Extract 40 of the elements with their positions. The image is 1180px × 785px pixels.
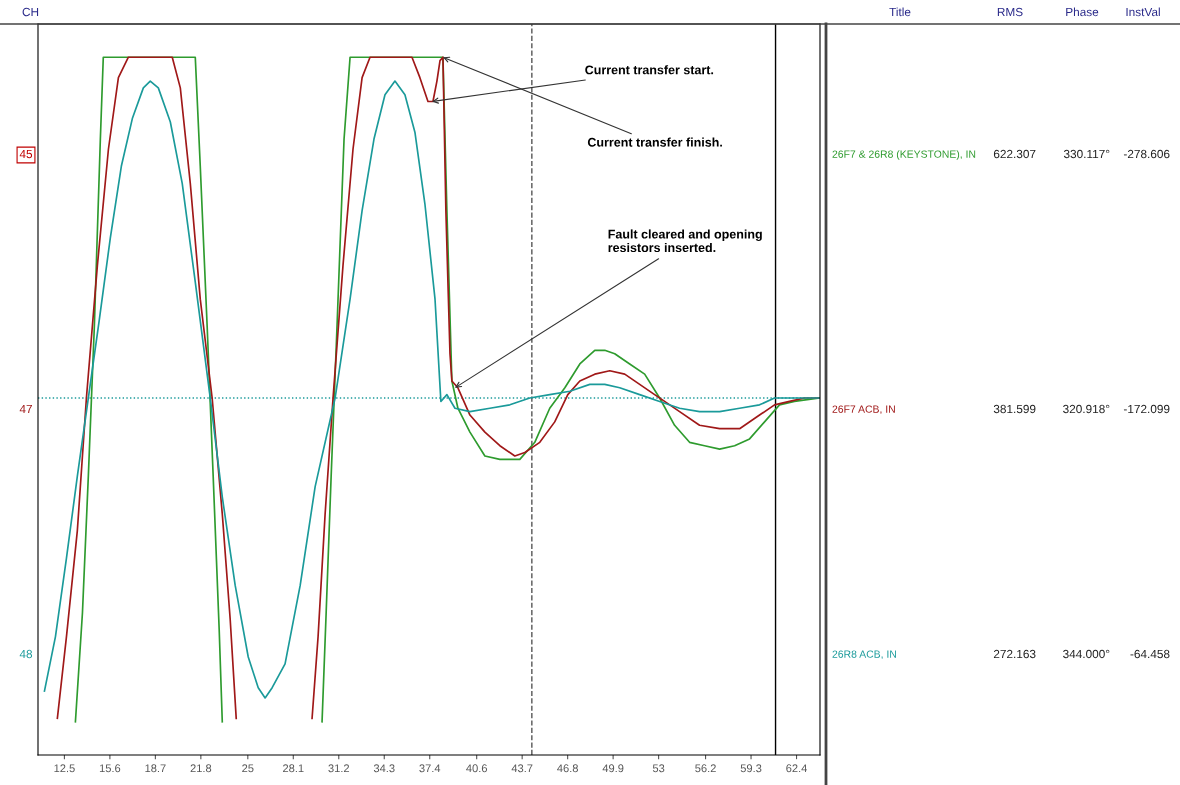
text: 47 xyxy=(19,404,32,414)
annotation: Fault cleared and opening resistors inserted. xyxy=(608,229,762,253)
text: Phase xyxy=(1066,7,1099,17)
text: 26F7 & 26R8 (KEYSTONE), IN xyxy=(832,150,976,160)
series-label: 26F7 ACB, IN xyxy=(832,405,895,415)
x-tick-label: 21.8 xyxy=(190,764,212,773)
x-tick-label: 18.7 xyxy=(145,764,166,773)
text: InstVal xyxy=(1126,7,1160,17)
x-tick-label: 56.2 xyxy=(695,764,716,773)
x-tick-label: 25 xyxy=(242,764,254,773)
x-tick-label: 49.9 xyxy=(602,764,624,773)
text: 381.599 xyxy=(993,404,1036,414)
text: 330.117° xyxy=(1063,149,1110,159)
x-tick-label: 31.2 xyxy=(328,764,350,773)
x-tick-label: 62.4 xyxy=(786,764,808,773)
text: 272.163 xyxy=(993,649,1036,659)
x-tick-label: 53 xyxy=(652,764,665,773)
text: 48 xyxy=(19,649,33,659)
text: -278.606 xyxy=(1123,149,1170,159)
x-tick-label: 12.5 xyxy=(54,764,75,773)
x-tick-label: 46.8 xyxy=(557,764,578,773)
text: 622.307 xyxy=(993,149,1036,159)
text: 45 xyxy=(19,149,33,159)
text: -64.458 xyxy=(1130,649,1170,659)
annotation: Current transfer start. xyxy=(585,65,714,75)
x-tick-label: 59.3 xyxy=(740,764,762,773)
x-tick-label: 15.6 xyxy=(99,764,121,773)
text: 320.918° xyxy=(1063,404,1110,414)
text: RMS xyxy=(997,7,1023,17)
x-tick-label: 34.3 xyxy=(373,764,395,773)
x-tick-label: 43.7 xyxy=(511,764,533,773)
annotation: Current transfer finish. xyxy=(587,137,722,147)
text: Title xyxy=(889,7,911,17)
x-tick-label: 37.4 xyxy=(419,764,441,773)
text: CH xyxy=(22,7,39,17)
text: -172.099 xyxy=(1123,404,1170,414)
text: 344.000° xyxy=(1063,649,1110,659)
x-tick-label: 40.6 xyxy=(466,764,488,773)
text: 26R8 ACB, IN xyxy=(832,650,896,660)
x-tick-label: 28.1 xyxy=(283,764,304,773)
